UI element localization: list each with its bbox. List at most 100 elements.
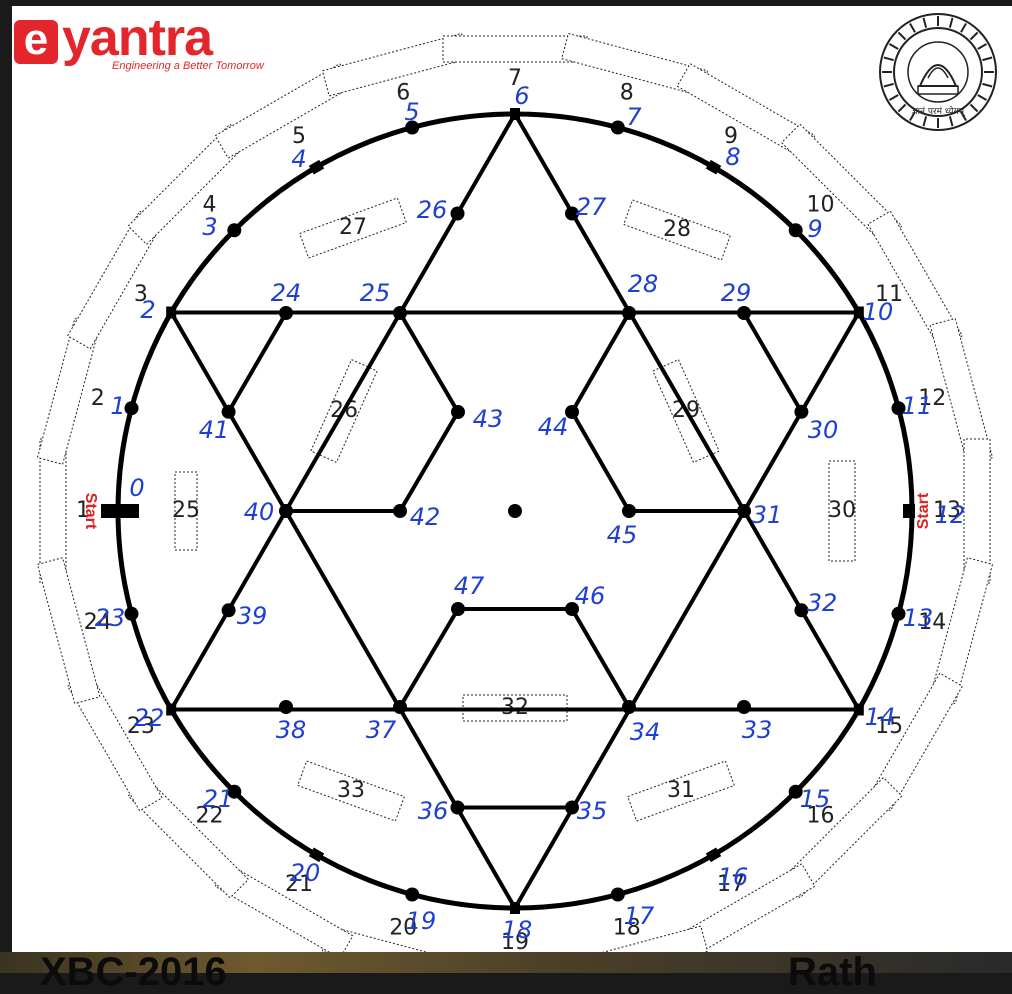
- outer-zone-label: 22: [196, 804, 224, 829]
- outer-zone-label: 3: [134, 282, 148, 307]
- node-label: 46: [575, 582, 606, 610]
- track-node: [308, 159, 325, 175]
- node-label: 32: [807, 589, 838, 617]
- track-node: [451, 602, 465, 616]
- node-label: 5: [404, 98, 419, 126]
- inner-zone: [828, 460, 856, 562]
- node-label: 13: [903, 604, 934, 632]
- track-node: [622, 306, 636, 320]
- track-node: [221, 603, 236, 618]
- node-label: 41: [199, 416, 230, 444]
- outer-zone-label: 10: [807, 193, 835, 218]
- node-label: 18: [502, 916, 533, 944]
- track-node: [610, 120, 625, 135]
- start-marker-left: Start: [82, 493, 139, 530]
- node-label: 0: [129, 474, 144, 502]
- track-edge: [398, 607, 460, 709]
- track-edge: [570, 410, 631, 513]
- inner-zone-label: 30: [828, 498, 856, 523]
- track-node: [227, 784, 242, 799]
- node-label: 25: [360, 279, 391, 307]
- track-edge: [570, 311, 631, 414]
- track-node: [124, 401, 139, 416]
- track-edge: [398, 311, 460, 414]
- outer-zone-label: 15: [875, 714, 903, 739]
- node-label: 33: [742, 716, 773, 744]
- track-node: [788, 784, 803, 799]
- node-label: 11: [902, 392, 933, 420]
- track-node: [279, 700, 293, 714]
- outer-zone-label: 14: [918, 610, 946, 635]
- node-label: 26: [417, 196, 448, 224]
- track-edge: [226, 311, 288, 414]
- node-label: 12: [935, 501, 966, 529]
- node-label: 24: [271, 279, 302, 307]
- outer-zone-label: 17: [717, 872, 745, 897]
- outer-zone-label: 24: [84, 610, 112, 635]
- inner-zone-label: 28: [663, 217, 691, 242]
- logo-word: yantra: [62, 9, 213, 67]
- node-label: 31: [752, 501, 783, 529]
- node-label: 34: [630, 718, 661, 746]
- outer-zone-label: 1: [76, 498, 90, 523]
- bottom-strip: [0, 952, 1012, 973]
- track-node: [124, 606, 139, 621]
- seal-motto: ज्ञानं परमं ध्येयम्: [912, 105, 966, 117]
- outer-zone-label: 8: [620, 81, 634, 106]
- node-label: 22: [134, 704, 165, 732]
- iit-bombay-seal-icon: ज्ञानं परमं ध्येयम्: [879, 13, 997, 131]
- track-node: [891, 606, 906, 621]
- track-node: [450, 206, 465, 221]
- track-node: [565, 405, 579, 419]
- track-node: [221, 404, 236, 419]
- outer-zone-label: 5: [292, 124, 306, 149]
- track-node: [794, 404, 809, 419]
- node-label: 10: [863, 298, 894, 326]
- outer-zone-label: 4: [203, 193, 217, 218]
- track-node: [622, 700, 636, 714]
- outer-zone-label: 9: [724, 124, 738, 149]
- track-node: [227, 223, 242, 238]
- start-label-right: Start: [915, 492, 932, 529]
- node-label: 8: [725, 143, 740, 171]
- node-label: 44: [538, 413, 569, 441]
- outer-zone-label: 19: [501, 930, 529, 955]
- node-label: 47: [454, 572, 485, 600]
- track-node: [451, 405, 465, 419]
- bottom-strip-right-text: Rath: [788, 950, 877, 994]
- node-label: 17: [624, 902, 655, 930]
- track-node: [393, 700, 407, 714]
- node-label: 30: [808, 416, 839, 444]
- outer-zone-label: 2: [91, 386, 105, 411]
- track-node: [565, 602, 579, 616]
- node-label: 16: [718, 863, 749, 891]
- node-label: 43: [473, 405, 504, 433]
- arena-diagram: 123456789101112131415161718192021222324 …: [36, 13, 997, 973]
- node-label: 2: [140, 296, 155, 324]
- track-node: [405, 887, 420, 902]
- node-label: 28: [628, 270, 659, 298]
- outer-zone-label: 11: [875, 282, 903, 307]
- track-edge: [570, 607, 631, 709]
- node-label: 19: [406, 907, 437, 935]
- outer-zone-label: 7: [508, 66, 522, 91]
- track-node: [891, 401, 906, 416]
- node-labels-layer: 0123456789101112131415161718192021222324…: [95, 82, 966, 944]
- node-label: 27: [576, 193, 607, 221]
- track-node: [405, 120, 420, 135]
- inner-zone: [299, 197, 407, 259]
- track-node: [565, 206, 579, 221]
- inner-zone-label: 33: [337, 778, 365, 803]
- track-node: [393, 504, 407, 518]
- track-node: [622, 504, 636, 518]
- start-marker-right: Start: [903, 492, 932, 529]
- node-label: 1: [110, 392, 125, 420]
- track-node: [510, 902, 520, 914]
- bottom-strip-left-text: XBC-2016: [40, 950, 227, 994]
- track-node: [510, 108, 520, 120]
- track-node: [166, 703, 177, 716]
- track-edge: [742, 311, 804, 414]
- node-label: 29: [721, 279, 752, 307]
- node-label: 9: [807, 215, 822, 243]
- track-node: [794, 603, 809, 618]
